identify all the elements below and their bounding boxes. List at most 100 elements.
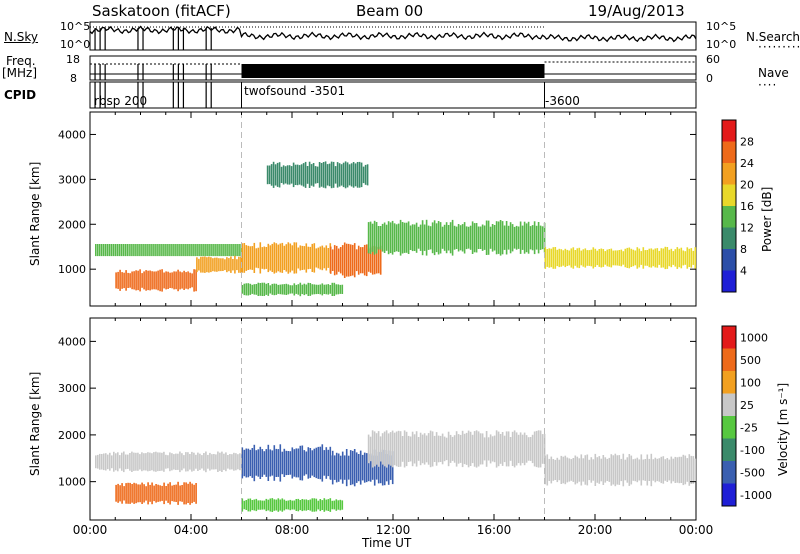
heatmap-cell [636,457,639,483]
heatmap-cell [247,498,250,512]
heatmap-cell [143,484,145,503]
colorbar-segment [722,371,736,394]
heatmap-cell [159,485,161,502]
heatmap-cell [527,221,530,254]
heatmap-cell [275,243,278,273]
heatmap-cell [181,485,183,502]
heatmap-cell [193,269,195,292]
heatmap-cell [369,453,372,482]
heatmap-cell [255,248,258,268]
heatmap-cell [301,284,304,295]
heatmap-cell [311,498,314,512]
heatmap-cell [608,457,611,482]
heatmap-cell [487,437,490,461]
heatmap-cell [385,224,388,251]
heatmap-cell [321,500,324,510]
heatmap-cell [371,455,374,480]
heatmap-cell [123,451,125,473]
heatmap-cell [274,164,277,186]
heatmap-cell [393,432,396,466]
heatmap-cell [302,163,305,187]
heatmap-cell [360,162,363,188]
heatmap-cell [375,433,378,465]
heatmap-cell [249,498,252,512]
heatmap-cell [640,454,643,486]
heatmap-cell [177,481,179,505]
heatmap-cell [225,452,227,472]
heatmap-cell [365,244,368,277]
heatmap-cell [131,484,133,503]
heatmap-cell [181,272,183,289]
heatmap-cell [511,224,514,252]
heatmap-cell [692,456,695,484]
heatmap-cell [341,451,344,484]
heatmap-cell [584,248,587,268]
nsearch-label: N.Search [746,30,800,44]
heatmap-cell [457,434,460,464]
heatmap-cell [624,248,627,268]
heatmap-cell [369,221,372,254]
heatmap-cell [451,436,454,461]
heatmap-cell [592,459,595,481]
heatmap-cell [417,226,420,249]
heatmap-cell [323,284,326,294]
heatmap-cell [294,164,297,185]
heatmap-cell [177,244,179,257]
heatmap-cell [267,444,270,481]
heatmap-cell [281,284,284,295]
heatmap-cell [319,446,322,480]
heatmap-cell [415,431,418,467]
heatmap-cell [336,162,339,188]
heatmap-cell [123,272,125,289]
heatmap-cell [240,256,242,273]
heatmap-cell [275,448,278,477]
heatmap-cell [129,453,131,471]
heatmap-cell [401,222,404,254]
heatmap-cell [167,271,169,289]
heatmap-cell [523,221,526,254]
heatmap-cell [245,500,248,510]
heatmap-cell [97,244,99,257]
heatmap-cell [147,244,149,257]
heatmap-cell [201,244,203,257]
heatmap-cell [383,450,386,486]
heatmap-cell [317,446,320,479]
colorbar-tick-label: 16 [740,200,754,213]
heatmap-cell [539,430,542,468]
heatmap-cell [383,222,386,253]
heatmap-cell [331,282,334,296]
heatmap-cell [283,245,286,270]
heatmap-cell [289,499,292,511]
heatmap-cell [165,244,167,257]
heatmap-cell [331,500,334,510]
heatmap-cell [133,482,135,504]
heatmap-cell [233,244,235,257]
heatmap-cell [656,248,659,268]
heatmap-cell [350,163,353,187]
heatmap-cell [560,455,563,484]
heatmap-cell [293,500,296,510]
heatmap-cell [358,161,361,188]
heatmap-cell [439,222,442,254]
heatmap-cell [151,244,153,257]
heatmap-cell [218,258,220,272]
heatmap-cell [109,452,111,471]
heatmap-cell [263,500,266,510]
heatmap-cell [316,166,319,184]
heatmap-cell [167,244,169,257]
heatmap-cell [539,225,542,250]
heatmap-cell [517,226,520,249]
heatmap-cell [147,270,149,291]
heatmap-cell [329,246,332,274]
heatmap-cell [329,498,332,512]
heatmap-cell [415,222,418,253]
heatmap-cell [650,248,653,268]
heatmap-cell [197,244,199,257]
heatmap-cell [143,244,145,257]
heatmap-cell [475,430,478,468]
heatmap-cell [297,284,300,295]
heatmap-cell [389,222,392,254]
heatmap-cell [119,485,121,502]
heatmap-cell [535,225,538,250]
